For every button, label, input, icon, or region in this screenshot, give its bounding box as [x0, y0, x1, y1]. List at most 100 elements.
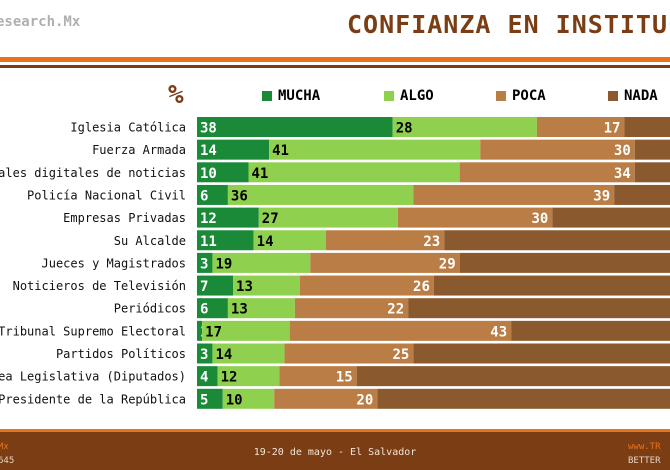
data-label-mucha: 4	[200, 370, 208, 386]
bar-segment-mucha	[197, 343, 213, 364]
bar-segment-algo	[227, 184, 414, 205]
legend-item-nada: NADA	[608, 88, 658, 104]
bar-segment-nada	[413, 343, 670, 364]
bar-segment-nada	[552, 207, 670, 228]
legend-label: NADA	[624, 88, 658, 104]
data-label-algo: 14	[215, 347, 232, 363]
data-label-mucha: 38	[200, 121, 217, 137]
data-label-mucha: 14	[200, 143, 217, 159]
bar-segment-mucha	[197, 230, 254, 251]
header-divider	[0, 57, 670, 62]
bar-segment-algo	[217, 366, 280, 387]
category-label: blea Legislativa (Diputados)	[0, 370, 186, 384]
data-label-algo: 28	[396, 121, 413, 137]
category-label: l Presidente de la República	[0, 392, 186, 406]
bar-segment-nada	[408, 298, 670, 319]
data-label-algo: 10	[226, 392, 243, 408]
bar-segment-poca	[536, 117, 625, 137]
category-label: Su Alcalde	[114, 234, 186, 248]
category-label: Jueces y Magistrados	[42, 256, 187, 270]
bar-segment-algo	[392, 117, 537, 137]
legend-swatch	[262, 91, 272, 101]
bar-segment-algo	[222, 388, 275, 409]
bar-segment-poca	[284, 343, 414, 364]
page-title: CONFIANZA EN INSTITUC	[347, 10, 670, 39]
bar-segment-nada	[634, 139, 670, 160]
legend-label: MUCHA	[278, 88, 321, 104]
data-label-algo: 41	[272, 143, 289, 159]
legend-item-mucha: MUCHA	[262, 88, 320, 104]
data-label-poca: 17	[604, 121, 621, 137]
bar-segment-poca	[397, 207, 553, 228]
bar-segment-mucha	[197, 207, 259, 228]
legend-swatch	[384, 91, 394, 101]
footer-bar	[0, 432, 670, 470]
bar-segment-algo	[227, 298, 295, 319]
category-label: Periódicos	[114, 302, 186, 316]
legend-swatch	[608, 91, 618, 101]
bar-segment-poca	[289, 320, 512, 341]
data-label-poca: 22	[387, 302, 404, 318]
bar-segment-poca	[325, 230, 445, 251]
category-label: Partidos Políticos	[56, 347, 186, 361]
legend-label: ALGO	[400, 88, 434, 104]
data-label-mucha: 6	[200, 302, 208, 318]
bar-segment-mucha	[197, 252, 213, 273]
data-label-mucha: 3	[200, 347, 208, 363]
bar-segment-mucha	[197, 275, 234, 296]
data-label-poca: 39	[593, 188, 610, 204]
category-label: Iglesia Católica	[70, 121, 186, 135]
legend-item-poca: POCA	[496, 88, 546, 104]
data-label-poca: 26	[413, 279, 430, 295]
bar-segment-poca	[279, 366, 357, 387]
bar-segment-nada	[634, 162, 670, 183]
bar-segment-algo	[233, 275, 300, 296]
category-label: Policía Nacional Civil	[27, 188, 186, 202]
data-label-algo: 13	[231, 302, 248, 318]
data-label-poca: 25	[392, 347, 409, 363]
bar-segment-poca	[459, 162, 635, 183]
footer-number-fragment: 645	[0, 456, 15, 466]
data-label-mucha: 10	[200, 166, 217, 182]
data-label-poca: 23	[423, 234, 440, 250]
data-label-mucha: 6	[200, 188, 208, 204]
bar-segment-algo	[202, 320, 290, 341]
category-label: Fuerza Armada	[92, 143, 186, 157]
data-label-poca: 20	[356, 392, 373, 408]
data-label-algo: 36	[231, 188, 248, 204]
footer-tagline-fragment: BETTER	[628, 456, 661, 466]
data-label-poca: 30	[531, 211, 548, 227]
data-label-poca: 29	[439, 256, 456, 272]
bar-segment-algo	[212, 343, 285, 364]
bar-segment-algo	[269, 139, 481, 160]
data-label-mucha: 5	[200, 392, 208, 408]
bar-segment-mucha	[197, 117, 393, 137]
category-label: rtales digitales de noticias	[0, 166, 186, 180]
bar-segment-nada	[511, 320, 670, 341]
bar-segment-algo	[212, 252, 311, 273]
data-label-mucha: 7	[200, 279, 208, 295]
footer-divider	[0, 429, 670, 432]
data-label-poca: 30	[614, 143, 631, 159]
bar-segment-mucha	[197, 162, 249, 183]
bar-segment-poca	[310, 252, 460, 273]
bar-segment-mucha	[197, 366, 218, 387]
bar-segment-poca	[300, 275, 434, 296]
category-label: Noticieros de Televisión	[13, 279, 186, 293]
legend-label: POCA	[512, 88, 546, 104]
data-label-algo: 17	[205, 324, 222, 340]
bar-segment-mucha	[197, 184, 228, 205]
data-label-algo: 13	[236, 279, 253, 295]
data-label-poca: 43	[490, 324, 507, 340]
data-label-algo: 14	[257, 234, 274, 250]
bar-segment-algo	[253, 230, 326, 251]
bar-segment-poca	[294, 298, 409, 319]
data-label-poca: 15	[336, 370, 353, 386]
unit-label: %	[168, 80, 184, 110]
bar-segment-nada	[433, 275, 670, 296]
bar-segment-algo	[248, 162, 460, 183]
bar-segment-algo	[258, 207, 398, 228]
data-label-mucha: 12	[200, 211, 217, 227]
data-label-algo: 27	[262, 211, 279, 227]
